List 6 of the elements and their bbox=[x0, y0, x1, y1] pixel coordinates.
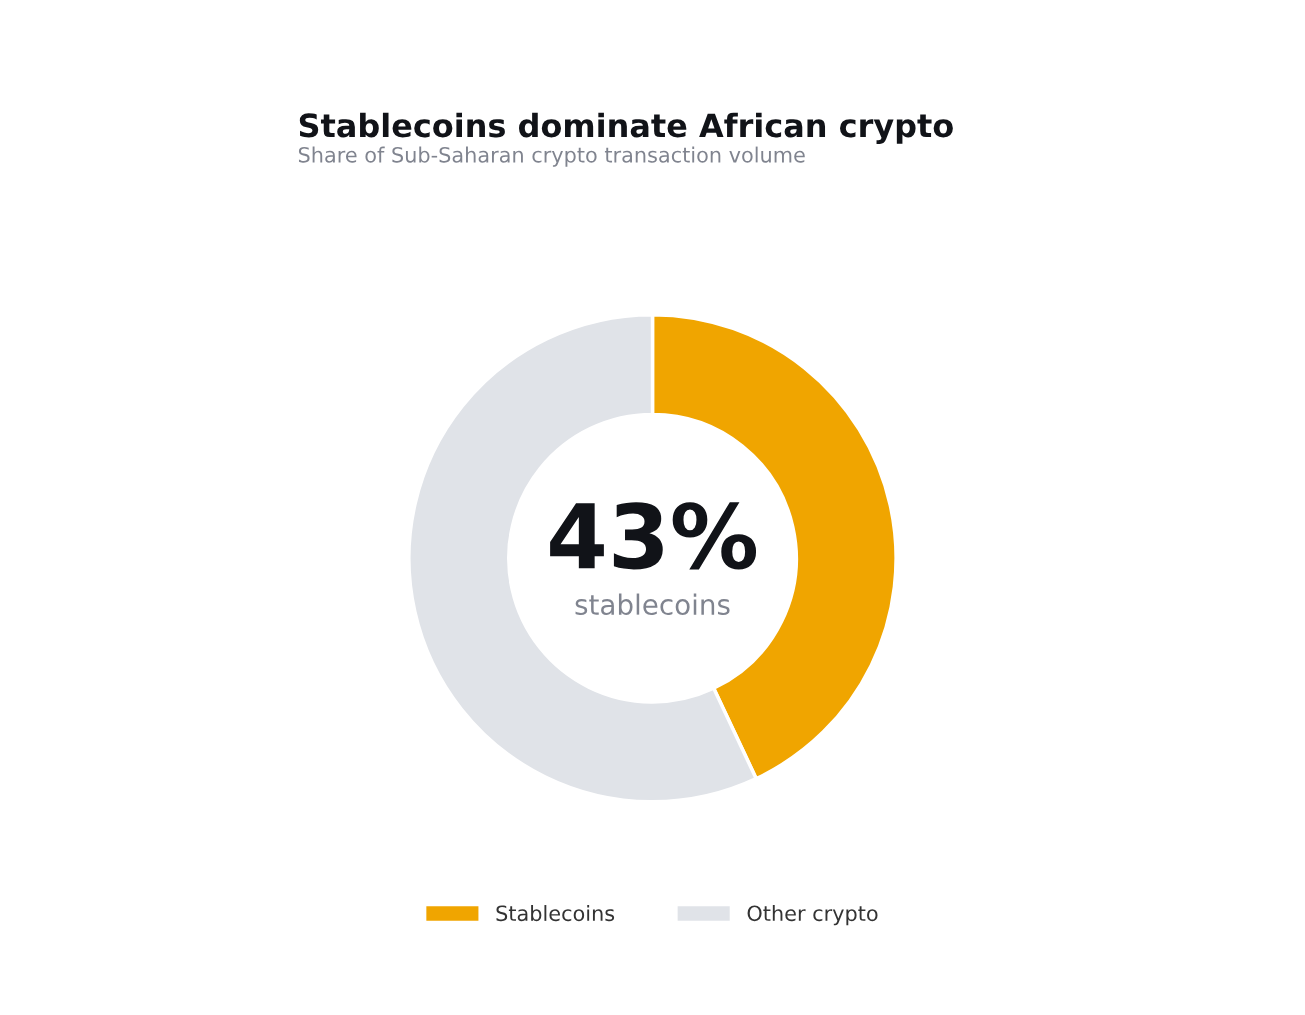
chart-title: Stablecoins dominate African crypto bbox=[299, 112, 953, 144]
text: stablecoins bbox=[575, 593, 730, 616]
text: 43% bbox=[550, 502, 757, 570]
chart-subtitle: Share of Sub-Saharan crypto transaction volume bbox=[298, 146, 805, 167]
legend-label: Stablecoins bbox=[496, 905, 615, 922]
legend-label: Other crypto bbox=[747, 905, 878, 926]
